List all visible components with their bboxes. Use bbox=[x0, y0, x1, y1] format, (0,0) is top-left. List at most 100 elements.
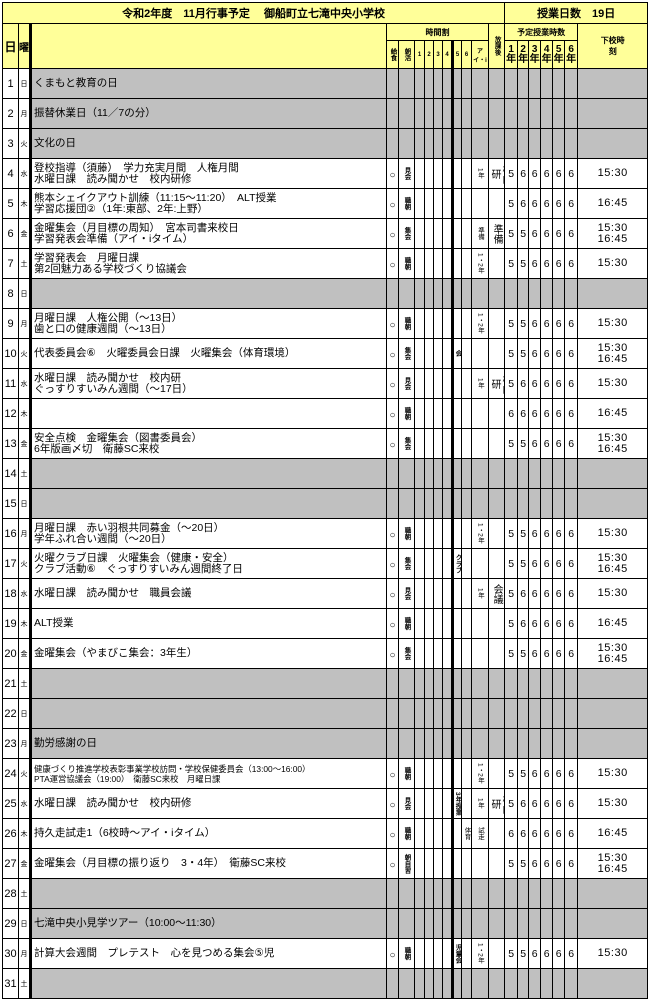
day-number: 17 bbox=[2, 548, 19, 579]
day-row: 4 水登校指導（須藤） 学力充実月間 人権月間 水曜日課 読み聞かせ 校内研修 ○ 見会… bbox=[2, 158, 648, 189]
after-school-value: 会議 bbox=[491, 583, 503, 604]
after-school bbox=[487, 458, 506, 489]
timetable-p4 bbox=[442, 578, 453, 609]
grade-hours-1: 5 bbox=[504, 578, 519, 609]
timetable-morning: 集会 bbox=[398, 638, 415, 669]
grade-hours-4: 6 bbox=[540, 308, 554, 339]
timetable-p4 bbox=[442, 698, 453, 729]
timetable-p3 bbox=[433, 668, 443, 699]
timetable-col-morning: 朝活 bbox=[398, 40, 415, 69]
grade-hours-1: 5 bbox=[504, 188, 519, 219]
timetable-p5 bbox=[451, 878, 462, 909]
dismissal-time-value: 16:45 bbox=[597, 442, 628, 455]
grade-hours-6: 6 bbox=[564, 398, 579, 429]
lunch-mark: ○ bbox=[389, 199, 396, 211]
after-school-value: 準備 bbox=[491, 223, 503, 244]
timetable-p1 bbox=[414, 608, 425, 639]
dismissal-header: 下校時刻 bbox=[577, 23, 648, 69]
dismissal-time-value: 15:30 bbox=[597, 377, 628, 389]
timetable-p2 bbox=[424, 278, 434, 309]
event-line: 登校指導（須藤） 学力充実月間 人権月間 bbox=[34, 161, 239, 174]
timetable-ai-value: 1・2年 bbox=[476, 763, 484, 784]
timetable-ai bbox=[471, 908, 489, 939]
day-of-week: 木 bbox=[18, 398, 31, 429]
dismissal-time bbox=[577, 488, 648, 519]
timetable-p3 bbox=[433, 338, 443, 369]
timetable-lunch: ○ bbox=[386, 188, 399, 219]
grade-hours-1 bbox=[504, 668, 519, 699]
day-row: 1 日くまもと教育の日 bbox=[2, 68, 648, 99]
timetable-p1 bbox=[414, 98, 425, 129]
lunch-mark: ○ bbox=[389, 589, 396, 601]
grade-hours-2 bbox=[517, 968, 530, 999]
grade-hours-1: 5 bbox=[504, 788, 519, 819]
timetable-p6 bbox=[461, 968, 472, 999]
timetable-morning: 集会 bbox=[398, 218, 415, 249]
grade-hours-6: 6 bbox=[564, 188, 579, 219]
timetable-ai bbox=[471, 458, 489, 489]
timetable-morning: 職朝 bbox=[398, 248, 415, 279]
timetable-p6 bbox=[461, 98, 472, 129]
dismissal-time-value: 15:30 bbox=[597, 527, 628, 539]
timetable-p5-value: 3年授業 bbox=[454, 791, 461, 816]
dismissal-time: 15:30 16:45 bbox=[577, 548, 648, 579]
events-cell bbox=[29, 968, 387, 999]
dismissal-time: 15:30 bbox=[577, 248, 648, 279]
timetable-p6 bbox=[461, 218, 472, 249]
timetable-lunch bbox=[386, 278, 399, 309]
grade-hours-3 bbox=[528, 878, 542, 909]
grade-hours-5: 6 bbox=[552, 848, 566, 879]
grade-hours-4: 6 bbox=[540, 548, 554, 579]
grade-hours-3 bbox=[528, 98, 542, 129]
after-school bbox=[487, 608, 506, 639]
timetable-p1 bbox=[414, 248, 425, 279]
timetable-morning-value: 見会 bbox=[403, 797, 410, 810]
timetable-p6 bbox=[461, 278, 472, 309]
after-school bbox=[487, 638, 506, 669]
timetable-p5 bbox=[451, 128, 462, 159]
dismissal-time-value: 15:30 bbox=[597, 947, 628, 959]
timetable-lunch: ○ bbox=[386, 758, 399, 789]
dismissal-time-value: 16:45 bbox=[597, 827, 628, 839]
lunch-mark: ○ bbox=[389, 769, 396, 781]
timetable-p3 bbox=[433, 518, 443, 549]
dismissal-time-value: 16:45 bbox=[597, 652, 628, 665]
timetable-col-label: 4 bbox=[445, 51, 449, 58]
after-school bbox=[487, 878, 506, 909]
timetable-ai bbox=[471, 638, 489, 669]
grade-hours-3: 6 bbox=[528, 548, 542, 579]
event-line: PTA運営協議会（19:00） 衛藤SC来校 月曜日課 bbox=[34, 773, 221, 784]
grade-hours-3: 6 bbox=[528, 218, 542, 249]
day-number: 19 bbox=[2, 608, 19, 639]
day-number: 4 bbox=[2, 158, 19, 189]
timetable-p5 bbox=[451, 68, 462, 99]
day-number: 23 bbox=[2, 728, 19, 759]
grade-hours-2: 6 bbox=[517, 578, 530, 609]
timetable-p2 bbox=[424, 368, 434, 399]
lunch-mark: ○ bbox=[389, 619, 396, 631]
grade-hours-3 bbox=[528, 668, 542, 699]
timetable-p3 bbox=[433, 218, 443, 249]
day-of-week: 金 bbox=[18, 218, 31, 249]
timetable-morning: 職朝 bbox=[398, 188, 415, 219]
timetable-morning bbox=[398, 68, 415, 99]
timetable-p3 bbox=[433, 878, 443, 909]
grade-hours-1 bbox=[504, 878, 519, 909]
dismissal-time: 15:30 bbox=[577, 758, 648, 789]
timetable-p2 bbox=[424, 788, 434, 819]
dismissal-time: 15:30 bbox=[577, 578, 648, 609]
timetable-p5 bbox=[451, 308, 462, 339]
timetable-morning: 朝自習 bbox=[398, 848, 415, 879]
day-number: 30 bbox=[2, 938, 19, 969]
day-of-week: 土 bbox=[18, 878, 31, 909]
events-cell bbox=[29, 698, 387, 729]
event-line: 火曜クラブ日課 火曜集会（健康・安全） bbox=[34, 551, 234, 564]
grade-hours-4: 6 bbox=[540, 398, 554, 429]
timetable-p3 bbox=[433, 548, 443, 579]
events-cell: 文化の日 bbox=[29, 128, 387, 159]
day-number: 7 bbox=[2, 248, 19, 279]
timetable-ai: 試走 bbox=[471, 818, 489, 849]
events-cell bbox=[29, 878, 387, 909]
day-of-week: 火 bbox=[18, 548, 31, 579]
after-school bbox=[487, 308, 506, 339]
